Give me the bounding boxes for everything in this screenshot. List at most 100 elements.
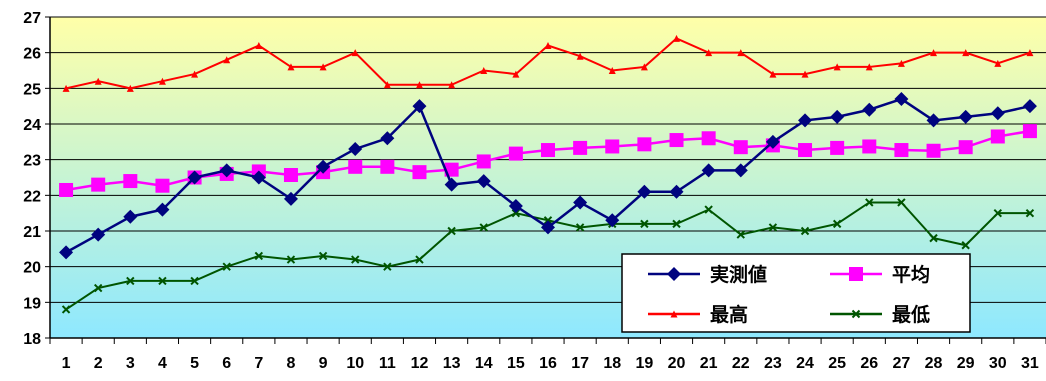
x-tick-label: 22	[732, 355, 750, 372]
data-point	[222, 262, 231, 271]
data-point	[862, 102, 877, 117]
series-3	[62, 34, 1034, 92]
data-point	[701, 131, 716, 146]
x-tick-label: 20	[668, 355, 686, 372]
legend-item: 最低	[830, 303, 930, 326]
data-point	[832, 219, 842, 229]
data-point	[605, 139, 620, 154]
x-tick-label: 26	[860, 355, 878, 372]
data-point	[287, 63, 295, 71]
data-point	[543, 216, 553, 225]
data-point	[800, 226, 810, 236]
x-tick-label: 27	[893, 355, 911, 372]
data-point	[255, 42, 263, 50]
legend-marker	[851, 309, 861, 319]
data-point	[926, 143, 941, 158]
y-tick-label: 22	[23, 188, 41, 205]
x-tick-label: 15	[507, 355, 525, 372]
data-point	[155, 202, 170, 217]
data-point	[798, 113, 813, 128]
data-point	[286, 255, 296, 264]
x-tick-label: 29	[957, 355, 975, 372]
data-point	[1022, 99, 1037, 114]
data-point	[158, 77, 166, 85]
data-point	[191, 70, 199, 78]
y-tick-label: 20	[23, 260, 41, 277]
data-point	[701, 163, 716, 178]
data-point	[769, 70, 777, 78]
x-tick-label: 25	[828, 355, 846, 372]
x-tick-label: 24	[796, 355, 814, 372]
legend-box	[621, 253, 971, 333]
data-point	[512, 70, 520, 78]
y-tick-label: 24	[23, 117, 41, 134]
data-point	[480, 67, 488, 74]
series	[59, 34, 1037, 314]
data-point	[59, 182, 74, 197]
data-point	[605, 213, 620, 228]
series-4	[61, 198, 1035, 314]
x-tick-label: 2	[94, 355, 103, 372]
y-tick-label: 19	[23, 295, 41, 312]
data-point	[123, 209, 138, 224]
data-point	[768, 223, 778, 232]
data-point	[155, 178, 170, 193]
data-point	[511, 208, 521, 218]
x-tick-label: 18	[603, 355, 621, 372]
data-point	[351, 255, 360, 264]
data-point	[223, 56, 231, 64]
series-1	[59, 92, 1037, 260]
legend-marker	[849, 267, 863, 281]
data-point	[640, 63, 648, 71]
x-tick-label: 13	[443, 355, 461, 372]
data-point	[254, 251, 264, 261]
data-point	[541, 220, 555, 235]
data-point	[348, 141, 363, 156]
legend-label: 平均	[892, 263, 930, 286]
data-point	[801, 70, 809, 78]
data-point	[733, 140, 748, 155]
x-tick-label: 31	[1021, 355, 1039, 372]
data-point	[380, 131, 395, 146]
data-point	[830, 140, 845, 155]
y-tick-label: 23	[23, 153, 41, 170]
data-point	[672, 219, 681, 229]
x-tick-label: 7	[254, 355, 263, 372]
x-tick-label: 19	[635, 355, 653, 372]
data-point	[348, 159, 363, 174]
data-point	[993, 208, 1003, 218]
data-point	[573, 140, 588, 155]
data-point	[251, 170, 266, 185]
data-point	[447, 226, 456, 236]
data-point	[283, 168, 298, 183]
data-point	[508, 146, 523, 161]
data-point	[929, 233, 938, 243]
y-tick-label: 26	[23, 46, 41, 63]
data-point	[126, 276, 135, 286]
data-point	[444, 177, 459, 192]
data-point	[894, 92, 909, 107]
data-point	[61, 305, 71, 314]
data-point	[830, 109, 845, 124]
legend-label: 実測値	[710, 263, 767, 286]
data-point	[705, 49, 713, 57]
data-point	[415, 81, 423, 89]
data-point	[94, 77, 102, 85]
data-point	[219, 163, 234, 178]
legend-item: 平均	[830, 263, 930, 286]
x-tick-label: 23	[764, 355, 782, 372]
x-tick-label: 1	[62, 355, 71, 372]
data-point	[608, 67, 616, 74]
data-point	[865, 63, 873, 71]
data-point	[962, 49, 970, 57]
x-tick-label: 4	[158, 355, 167, 372]
legend-item: 最高	[648, 303, 748, 326]
x-tick-label: 16	[539, 355, 557, 372]
data-point	[637, 184, 652, 199]
data-point	[476, 174, 491, 189]
data-point	[1026, 49, 1034, 57]
data-point	[958, 109, 973, 124]
